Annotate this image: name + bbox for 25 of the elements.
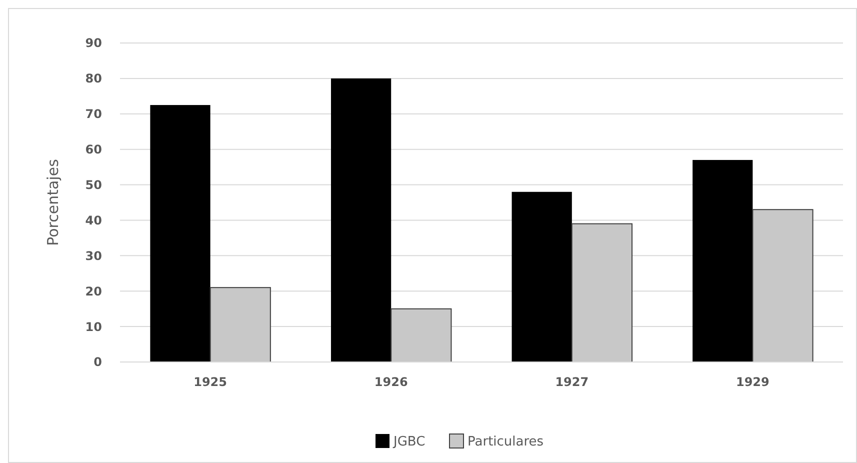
- legend-label: JGBC: [392, 434, 426, 450]
- legend-label: Particulares: [468, 434, 544, 450]
- bar: [330, 78, 392, 362]
- bar: [150, 105, 210, 362]
- y-tick-label: 90: [85, 36, 102, 50]
- y-axis-title: Porcentajes: [44, 158, 62, 246]
- y-tick-label: 80: [85, 72, 102, 86]
- y-tick-label: 30: [85, 248, 102, 263]
- bar: [512, 192, 572, 362]
- y-tick-label: 20: [85, 284, 102, 298]
- y-tick-label: 60: [85, 142, 102, 157]
- y-tick-label: 70: [85, 107, 102, 122]
- y-tick-label: 40: [85, 213, 102, 228]
- bar: [390, 308, 452, 362]
- y-tick-label: 10: [85, 320, 102, 334]
- y-tick-label: 0: [94, 355, 102, 370]
- bar: [210, 287, 271, 362]
- x-tick-label: 1927: [555, 375, 589, 389]
- bar: [692, 160, 753, 362]
- x-tick-label: 1925: [194, 375, 228, 389]
- x-tick-label: 1929: [736, 375, 770, 389]
- x-tick-label: 1926: [374, 375, 408, 389]
- bar: [752, 209, 814, 362]
- bar: [571, 223, 633, 362]
- y-tick-label: 50: [85, 178, 102, 192]
